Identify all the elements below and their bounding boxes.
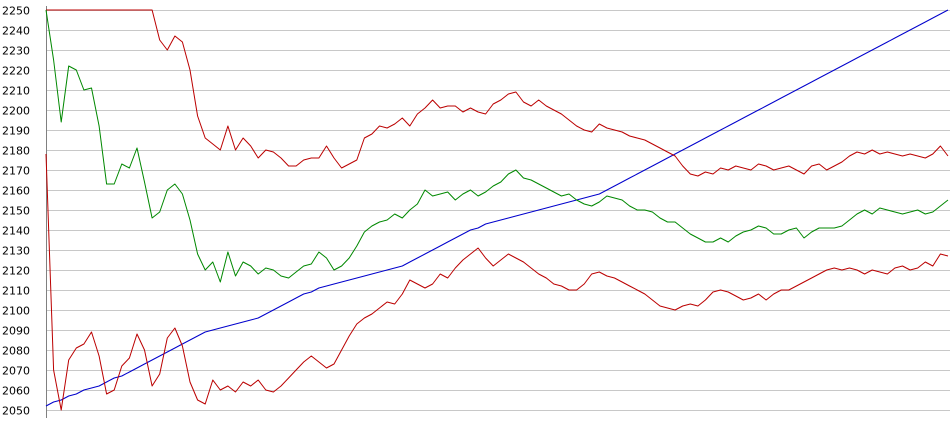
y-tick-label: 2060 bbox=[2, 385, 30, 398]
grid bbox=[46, 10, 950, 411]
y-tick-label: 2190 bbox=[2, 125, 30, 138]
y-axis-tick-labels: 2050 2060 2070 2080 2090 2100 2110 2120 2130 2140… bbox=[2, 5, 30, 418]
y-tick-label: 2130 bbox=[2, 245, 30, 258]
series-group bbox=[45, 9, 949, 411]
y-tick-label: 2200 bbox=[2, 105, 30, 118]
y-tick-label: 2080 bbox=[2, 345, 30, 358]
y-tick-label: 2050 bbox=[2, 405, 30, 418]
y-tick-label: 2180 bbox=[2, 145, 30, 158]
y-tick-label: 2070 bbox=[2, 365, 30, 378]
y-tick-label: 2240 bbox=[2, 25, 30, 38]
series-line-3 bbox=[46, 9, 949, 177]
y-tick-label: 2170 bbox=[2, 165, 30, 178]
series-line-4 bbox=[45, 9, 949, 283]
y-tick-label: 2220 bbox=[2, 65, 30, 78]
y-tick-label: 2120 bbox=[2, 265, 30, 278]
y-tick-label: 2140 bbox=[2, 225, 30, 238]
y-tick-label: 2150 bbox=[2, 205, 30, 218]
y-tick-label: 2230 bbox=[2, 45, 30, 58]
series-line-1 bbox=[45, 9, 949, 407]
y-tick-label: 2090 bbox=[2, 325, 30, 338]
y-tick-label: 2110 bbox=[2, 285, 30, 298]
y-tick-label: 2100 bbox=[2, 305, 30, 318]
series-line-2 bbox=[45, 153, 949, 411]
y-tick-label: 2210 bbox=[2, 85, 30, 98]
y-tick-label: 2160 bbox=[2, 185, 30, 198]
y-tick-label: 2250 bbox=[2, 5, 30, 18]
